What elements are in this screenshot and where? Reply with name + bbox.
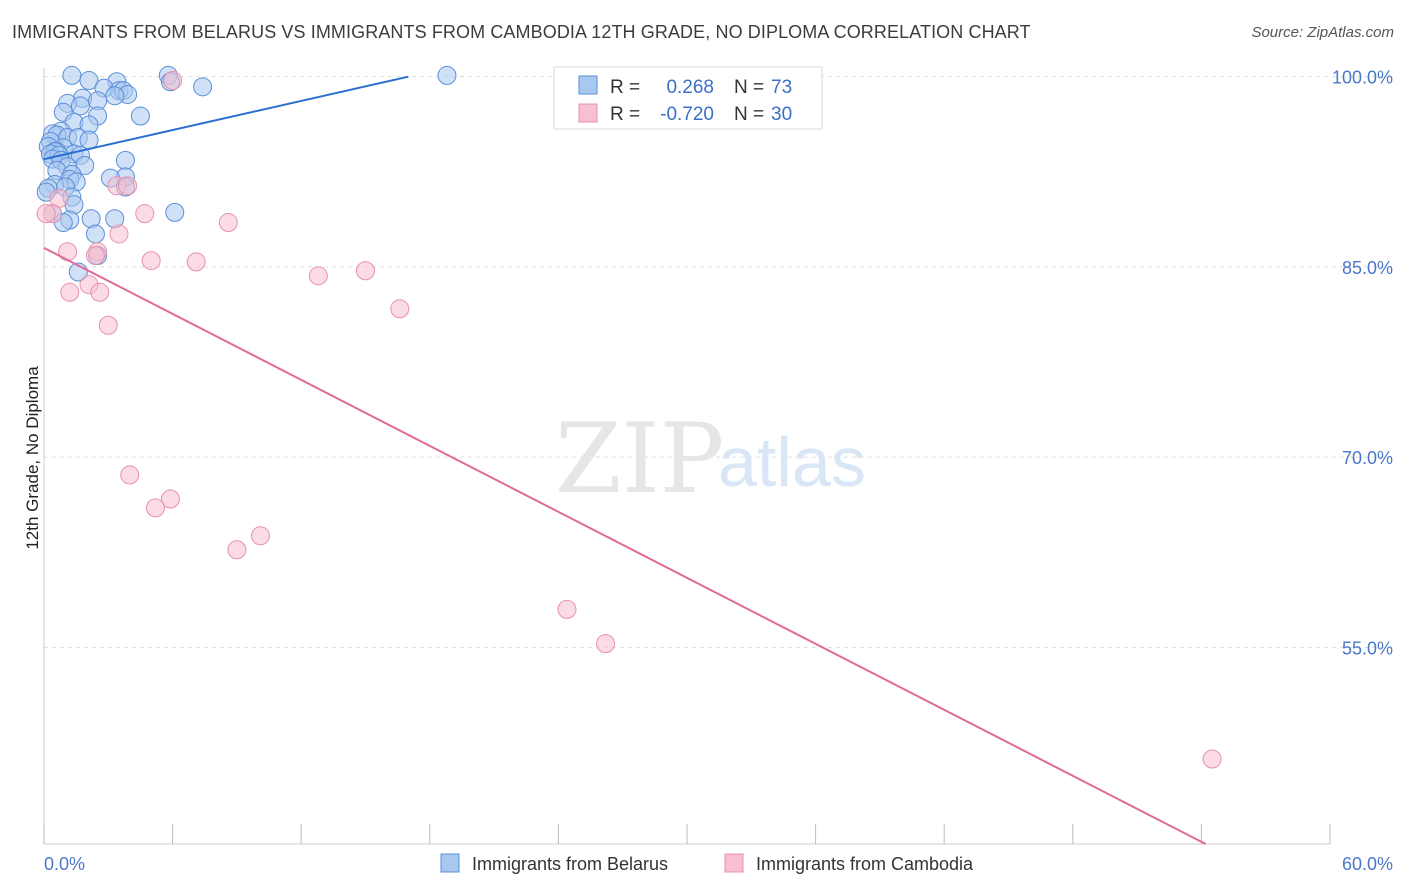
watermark-atlas: atlas	[718, 423, 866, 501]
cambodia-point-6	[135, 204, 155, 224]
cambodia-point-19	[390, 299, 410, 319]
cambodia-point-15	[356, 261, 375, 281]
cambodia-point-23	[145, 498, 165, 518]
y-tick-label-0: 100.0%	[1332, 68, 1393, 88]
belarus-point-38	[115, 150, 135, 170]
series-legend: Immigrants from Belarus Immigrants from …	[440, 853, 974, 874]
gridlines	[44, 76, 1393, 648]
belarus-point-2	[437, 65, 457, 85]
cambodia-points	[36, 70, 1222, 769]
belarus-point-0	[62, 65, 82, 85]
y-tick-label-3: 55.0%	[1342, 638, 1393, 658]
cambodia-point-7	[218, 213, 238, 233]
cambodia-point-24	[227, 540, 247, 560]
cambodia-point-17	[60, 282, 80, 302]
belarus-point-60	[85, 224, 105, 244]
legend-r-value-belarus: 0.268	[666, 77, 714, 98]
trend-lines	[43, 75, 1207, 845]
belarus-point-3	[79, 70, 99, 90]
chart-title: IMMIGRANTS FROM BELARUS VS IMMIGRANTS FR…	[12, 22, 1031, 42]
y-tick-label-1: 85.0%	[1342, 258, 1393, 278]
belarus-point-15	[70, 96, 90, 116]
cambodia-point-14	[308, 266, 328, 286]
bottom-legend-label-cambodia: Immigrants from Cambodia	[756, 854, 974, 874]
legend-swatch-belarus	[578, 75, 598, 95]
legend-n-label-belarus: N =	[734, 77, 764, 98]
legend-n-label-cambodia: N =	[734, 104, 764, 125]
cambodia-point-9	[58, 242, 78, 262]
cambodia-point-2	[118, 176, 138, 196]
x-tick-min: 0.0%	[44, 854, 85, 874]
belarus-point-54	[165, 202, 185, 222]
legend-n-value-cambodia: 30	[771, 104, 792, 125]
belarus-trend-line	[43, 75, 409, 161]
y-axis-label: 12th Grade, No Diploma	[23, 366, 42, 550]
source-credit: Source: ZipAtlas.com	[1251, 24, 1394, 41]
legend-n-value-belarus: 73	[771, 77, 792, 98]
correlation-legend: R = 0.268 N = 73 R = -0.720 N = 30	[553, 66, 823, 130]
bottom-legend-swatch-belarus	[440, 853, 460, 873]
belarus-point-11	[105, 86, 125, 106]
bottom-legend-swatch-cambodia	[724, 853, 744, 873]
cambodia-trend-line	[43, 247, 1207, 845]
cambodia-point-12	[141, 251, 161, 271]
cambodia-point-13	[186, 252, 206, 272]
y-tick-label-2: 70.0%	[1342, 448, 1393, 468]
belarus-point-18	[130, 106, 150, 126]
x-tick-max: 60.0%	[1342, 854, 1393, 874]
cambodia-point-0	[163, 70, 183, 90]
cambodia-point-5	[36, 204, 56, 224]
bottom-legend-label-belarus: Immigrants from Belarus	[472, 854, 668, 874]
watermark-zip: ZIP	[555, 403, 724, 515]
legend-r-value-cambodia: -0.720	[660, 104, 714, 125]
cambodia-point-8	[109, 224, 129, 244]
cambodia-point-27	[596, 634, 616, 654]
belarus-point-6	[193, 77, 213, 97]
cambodia-point-22	[160, 489, 180, 509]
cambodia-point-11	[85, 246, 105, 266]
cambodia-point-28	[1202, 749, 1222, 769]
legend-swatch-cambodia	[578, 103, 598, 123]
cambodia-point-18	[90, 282, 110, 302]
cambodia-point-25	[250, 526, 270, 546]
cambodia-point-21	[120, 465, 140, 485]
cambodia-point-26	[557, 599, 577, 619]
cambodia-point-20	[98, 315, 118, 335]
legend-r-label-cambodia: R =	[610, 104, 640, 125]
legend-box	[553, 66, 823, 130]
y-tick-labels: 100.0% 85.0% 70.0% 55.0%	[1332, 68, 1393, 659]
legend-r-label-belarus: R =	[610, 77, 640, 98]
